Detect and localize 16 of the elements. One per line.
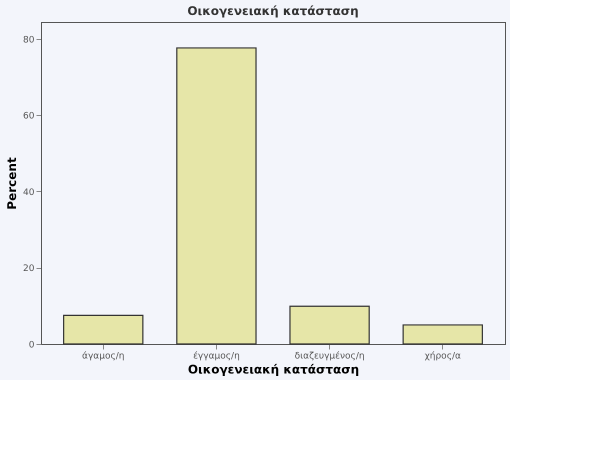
- y-tick-label: 60: [23, 112, 35, 122]
- bar: [289, 306, 370, 345]
- bar: [402, 324, 483, 345]
- x-axis-title: Οικογενειακή κατάσταση: [188, 362, 360, 376]
- x-tick-label: χήρος/α: [424, 350, 462, 362]
- y-tick-label: 80: [23, 35, 35, 46]
- x-tick-label: άγαμος/η: [82, 350, 124, 362]
- y-tick-label: 0: [28, 340, 35, 350]
- x-tick-label: έγγαμος/η: [193, 350, 240, 362]
- y-tick-label: 20: [23, 264, 35, 274]
- x-tick-label: διαζευγμένος/η: [294, 350, 365, 362]
- bar: [176, 47, 257, 345]
- y-axis-title: Percent: [5, 157, 20, 210]
- chart-title: Οικογενειακή κατάσταση: [187, 4, 359, 18]
- y-tick-label: 40: [23, 188, 35, 198]
- bar: [63, 314, 144, 345]
